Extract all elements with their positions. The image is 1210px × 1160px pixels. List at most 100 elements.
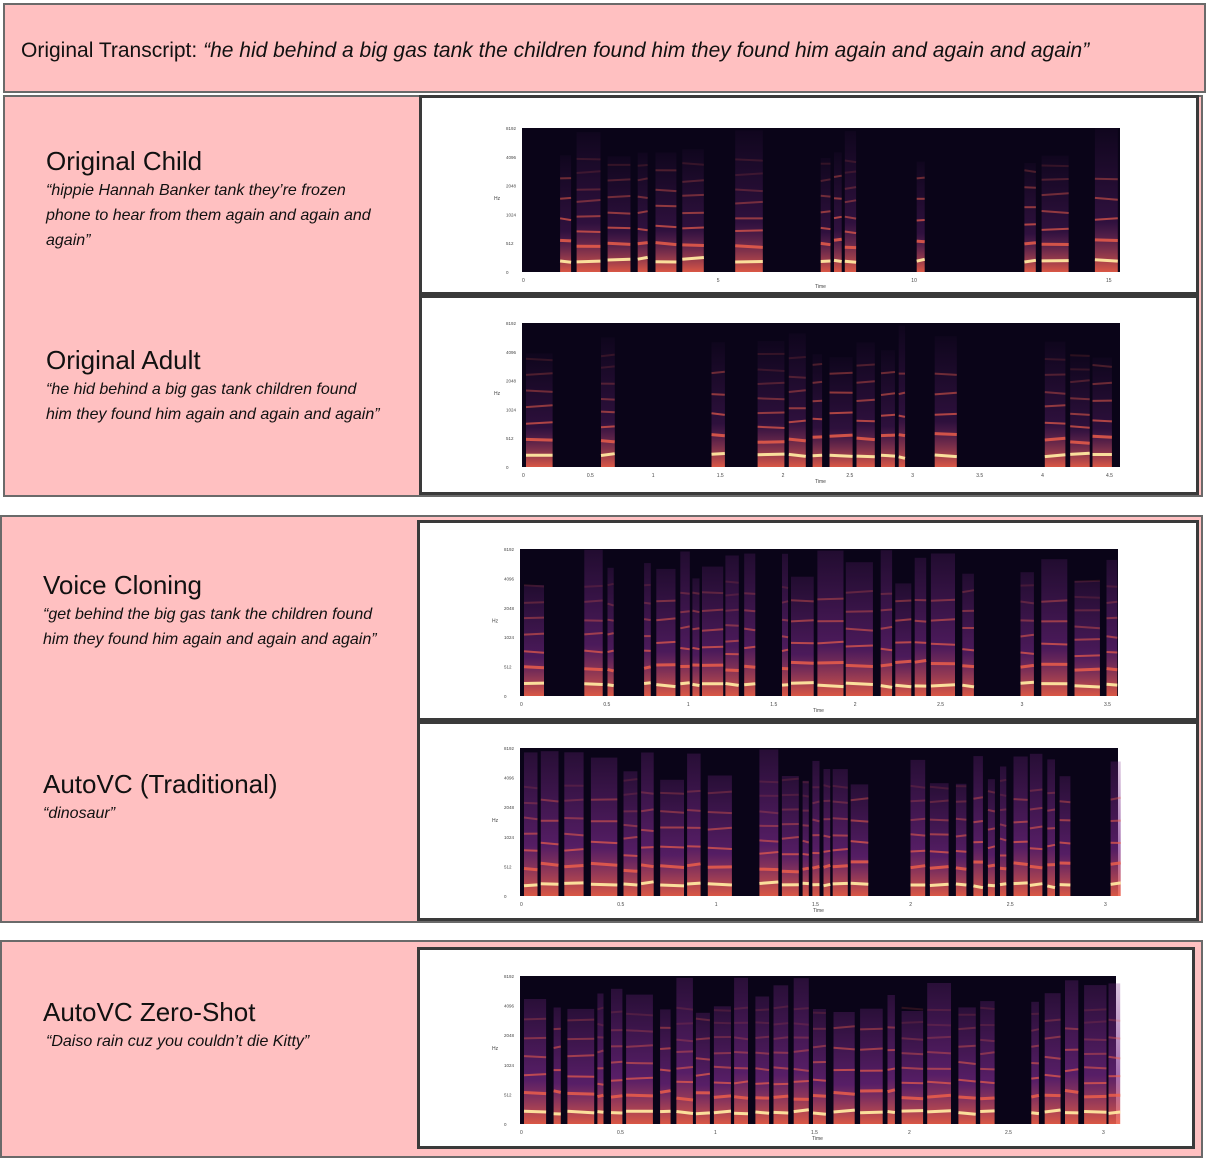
spectrogram-original-child: 0 5 10 15 0 512 1024 2048 4096 8192 Time Hz (494, 126, 1120, 290)
x-axis-label: Time (815, 284, 826, 290)
x-axis-label: Time (813, 908, 824, 914)
x-tick-label: 1 (652, 473, 655, 479)
x-tick-label: 0 (522, 278, 525, 284)
x-tick-label: 0 (520, 1130, 523, 1136)
row-quote-autovc-traditional: “dinosaur” (43, 805, 116, 822)
x-tick-label: 2.5 (1005, 1130, 1012, 1136)
y-tick-label: 8192 (506, 321, 517, 326)
x-tick-label: 10 (911, 278, 917, 284)
x-tick-label: 1 (715, 902, 718, 908)
y-tick-label: 8192 (504, 746, 515, 751)
x-tick-label: 5 (717, 278, 720, 284)
x-tick-label: 1.5 (811, 1130, 818, 1136)
spectrogram-autovc-zero-shot: 0 0.5 1 1.5 2 2.5 3 0 512 1024 2048 4096 8192 Time Hz (492, 974, 1121, 1142)
spectrogram-original-adult: 0 0.5 1 1.5 2 2.5 3 3.5 4 4.5 0 512 1024 2048 4096 8192… (494, 321, 1120, 485)
y-tick-label: 512 (506, 436, 514, 441)
x-tick-label: 1.5 (770, 702, 777, 708)
y-tick-label: 0 (504, 694, 507, 699)
x-axis-label: Time (813, 708, 824, 714)
x-tick-label: 1 (687, 702, 690, 708)
spectrogram-panel-voice-cloning: 0 0.5 1 1.5 2 2.5 3 3.5 0 512 1024 2048 4096 8192 Time… (417, 520, 1199, 721)
row-title-autovc-traditional: AutoVC (Traditional) (43, 769, 278, 799)
x-tick-label: 3 (1021, 702, 1024, 708)
y-tick-label: 2048 (504, 1033, 515, 1038)
y-tick-label: 2048 (506, 184, 517, 189)
y-axis-label: Hz (492, 619, 499, 625)
transcript-header: Original Transcript: “he hid behind a bi… (3, 3, 1206, 93)
y-tick-label: 2048 (504, 805, 515, 810)
x-tick-label: 0 (522, 473, 525, 479)
y-tick-label: 0 (506, 465, 509, 470)
y-tick-label: 1024 (504, 1063, 515, 1068)
x-tick-label: 0.5 (587, 473, 594, 479)
x-tick-label: 2 (782, 473, 785, 479)
y-tick-label: 1024 (504, 835, 515, 840)
y-tick-label: 4096 (506, 155, 517, 160)
y-tick-label: 0 (504, 894, 507, 899)
y-tick-label: 4096 (504, 576, 515, 581)
y-axis-label: Hz (492, 1046, 499, 1052)
y-tick-label: 512 (506, 241, 514, 246)
x-tick-label: 3.5 (976, 473, 983, 479)
y-tick-label: 512 (504, 864, 512, 869)
y-tick-label: 4096 (504, 776, 515, 781)
y-tick-label: 8192 (504, 974, 515, 979)
x-tick-label: 0 (520, 902, 523, 908)
spectrogram-voice-cloning: 0 0.5 1 1.5 2 2.5 3 3.5 0 512 1024 2048 4096 8192 Time… (492, 547, 1118, 714)
x-tick-label: 0.5 (603, 702, 610, 708)
row-quote-voice-cloning: “get behind the big gas tank the childre… (43, 606, 377, 648)
spectrogram-panel-autovc-traditional: 0 0.5 1 1.5 2 2.5 3 0 512 1024 2048 4096 8192 Time Hz (417, 721, 1199, 921)
x-tick-label: 1 (714, 1130, 717, 1136)
x-tick-label: 2.5 (937, 702, 944, 708)
x-tick-label: 2 (854, 702, 857, 708)
x-tick-label: 4 (1041, 473, 1044, 479)
x-axis-label: Time (815, 479, 826, 485)
x-tick-label: 3 (911, 473, 914, 479)
x-tick-label: 2.5 (846, 473, 853, 479)
y-axis-label: Hz (494, 196, 501, 202)
x-tick-label: 3 (1104, 902, 1107, 908)
x-tick-label: 1.5 (812, 902, 819, 908)
spectrogram-autovc-traditional: 0 0.5 1 1.5 2 2.5 3 0 512 1024 2048 4096 8192 Time Hz (492, 746, 1121, 914)
x-tick-label: 2 (908, 1130, 911, 1136)
x-tick-label: 0.5 (617, 1130, 624, 1136)
x-tick-label: 0.5 (617, 902, 624, 908)
x-tick-label: 2 (909, 902, 912, 908)
y-axis-label: Hz (492, 818, 499, 824)
x-tick-label: 2.5 (1007, 902, 1014, 908)
row-title-voice-cloning: Voice Cloning (43, 570, 202, 600)
x-tick-label: 4.5 (1106, 473, 1113, 479)
row-title-original-adult: Original Adult (46, 345, 201, 375)
y-tick-label: 4096 (504, 1004, 515, 1009)
row-quote-original-child: “hippie Hannah Banker tank they’re froze… (46, 182, 371, 249)
row-quote-autovc-zero-shot: “Daiso rain cuz you couldn’t die Kitty” (46, 1033, 310, 1050)
y-tick-label: 4096 (506, 350, 517, 355)
y-tick-label: 0 (506, 270, 509, 275)
y-tick-label: 8192 (504, 547, 515, 552)
spectrogram-panel-original-adult: 0 0.5 1 1.5 2 2.5 3 3.5 4 4.5 0 512 1024 2048 4096 8192… (419, 295, 1199, 495)
x-tick-label: 3 (1102, 1130, 1105, 1136)
y-tick-label: 1024 (506, 212, 517, 217)
x-tick-label: 1.5 (717, 473, 724, 479)
transcript-text: “he hid behind a big gas tank the childr… (203, 39, 1090, 62)
y-tick-label: 0 (504, 1122, 507, 1127)
y-tick-label: 2048 (504, 606, 515, 611)
x-tick-label: 0 (520, 702, 523, 708)
x-tick-label: 15 (1106, 278, 1112, 284)
y-axis-label: Hz (494, 391, 501, 397)
spectrogram-panel-autovc-zero-shot: 0 0.5 1 1.5 2 2.5 3 0 512 1024 2048 4096 8192 Time Hz (417, 947, 1195, 1149)
y-tick-label: 1024 (504, 635, 515, 640)
row-quote-original-adult: “he hid behind a big gas tank children f… (46, 381, 380, 423)
spectrogram-panel-original-child: 0 5 10 15 0 512 1024 2048 4096 8192 Time Hz (419, 95, 1199, 295)
y-tick-label: 1024 (506, 407, 517, 412)
x-axis-label: Time (812, 1136, 823, 1142)
transcript-line: Original Transcript: “he hid behind a bi… (21, 39, 1089, 63)
y-tick-label: 512 (504, 1092, 512, 1097)
transcript-label: Original Transcript: (21, 39, 198, 62)
y-tick-label: 2048 (506, 379, 517, 384)
y-tick-label: 512 (504, 665, 512, 670)
y-tick-label: 8192 (506, 126, 517, 131)
row-title-autovc-zero-shot: AutoVC Zero-Shot (43, 997, 256, 1027)
x-tick-label: 3.5 (1104, 702, 1111, 708)
row-title-original-child: Original Child (46, 146, 203, 176)
